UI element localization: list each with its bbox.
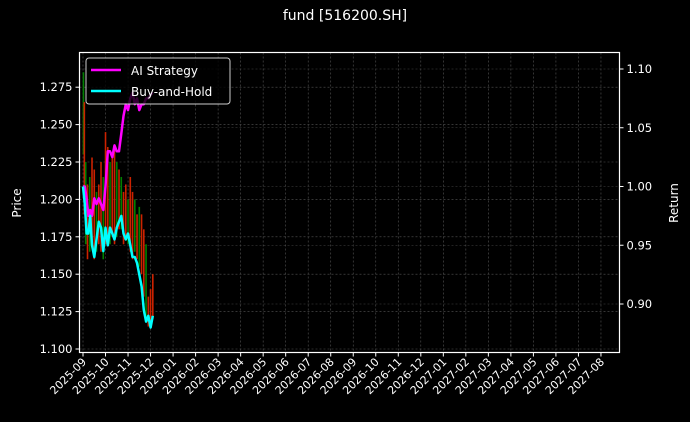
- series-lines: [81, 91, 155, 329]
- y-tick-label-right: 1.00: [627, 180, 653, 194]
- y-tick-label-left: 1.275: [40, 80, 73, 94]
- y-tick-label-right: 0.95: [627, 238, 653, 252]
- y-tick-label-left: 1.175: [40, 230, 73, 244]
- y-tick-label-left: 1.250: [40, 118, 73, 132]
- series-line: [81, 186, 155, 329]
- y-tick-label-left: 1.150: [40, 267, 73, 281]
- y-tick-label-right: 1.05: [627, 121, 653, 135]
- legend-label-ai-strategy: AI Strategy: [131, 64, 198, 78]
- legend: AI Strategy Buy-and-Hold: [85, 57, 231, 105]
- y-axis-left: 1.100 1.125 1.150 1.175 1.200 1.225 1.250 1.275: [40, 80, 80, 356]
- y-tick-label-left: 1.100: [40, 342, 73, 356]
- y-axis-right: 0.90 0.95 1.00 1.05 1.10: [619, 62, 653, 311]
- series-line: [83, 91, 154, 218]
- chart-title: fund [516200.SH]: [282, 8, 408, 24]
- y-tick-label-left: 1.200: [40, 192, 73, 206]
- y-tick-label-left: 1.225: [40, 155, 73, 169]
- y-tick-label-right: 0.90: [627, 297, 653, 311]
- x-axis: 2025-092025-102025-112025-122026-012026-…: [47, 352, 607, 397]
- plot-frame: [78, 51, 621, 354]
- legend-label-buy-and-hold: Buy-and-Hold: [131, 85, 212, 99]
- y-axis-label-right: Return: [667, 183, 681, 223]
- y-tick-label-left: 1.125: [40, 305, 73, 319]
- y-axis-label-left: Price: [10, 188, 24, 217]
- y-tick-label-right: 1.10: [627, 62, 653, 76]
